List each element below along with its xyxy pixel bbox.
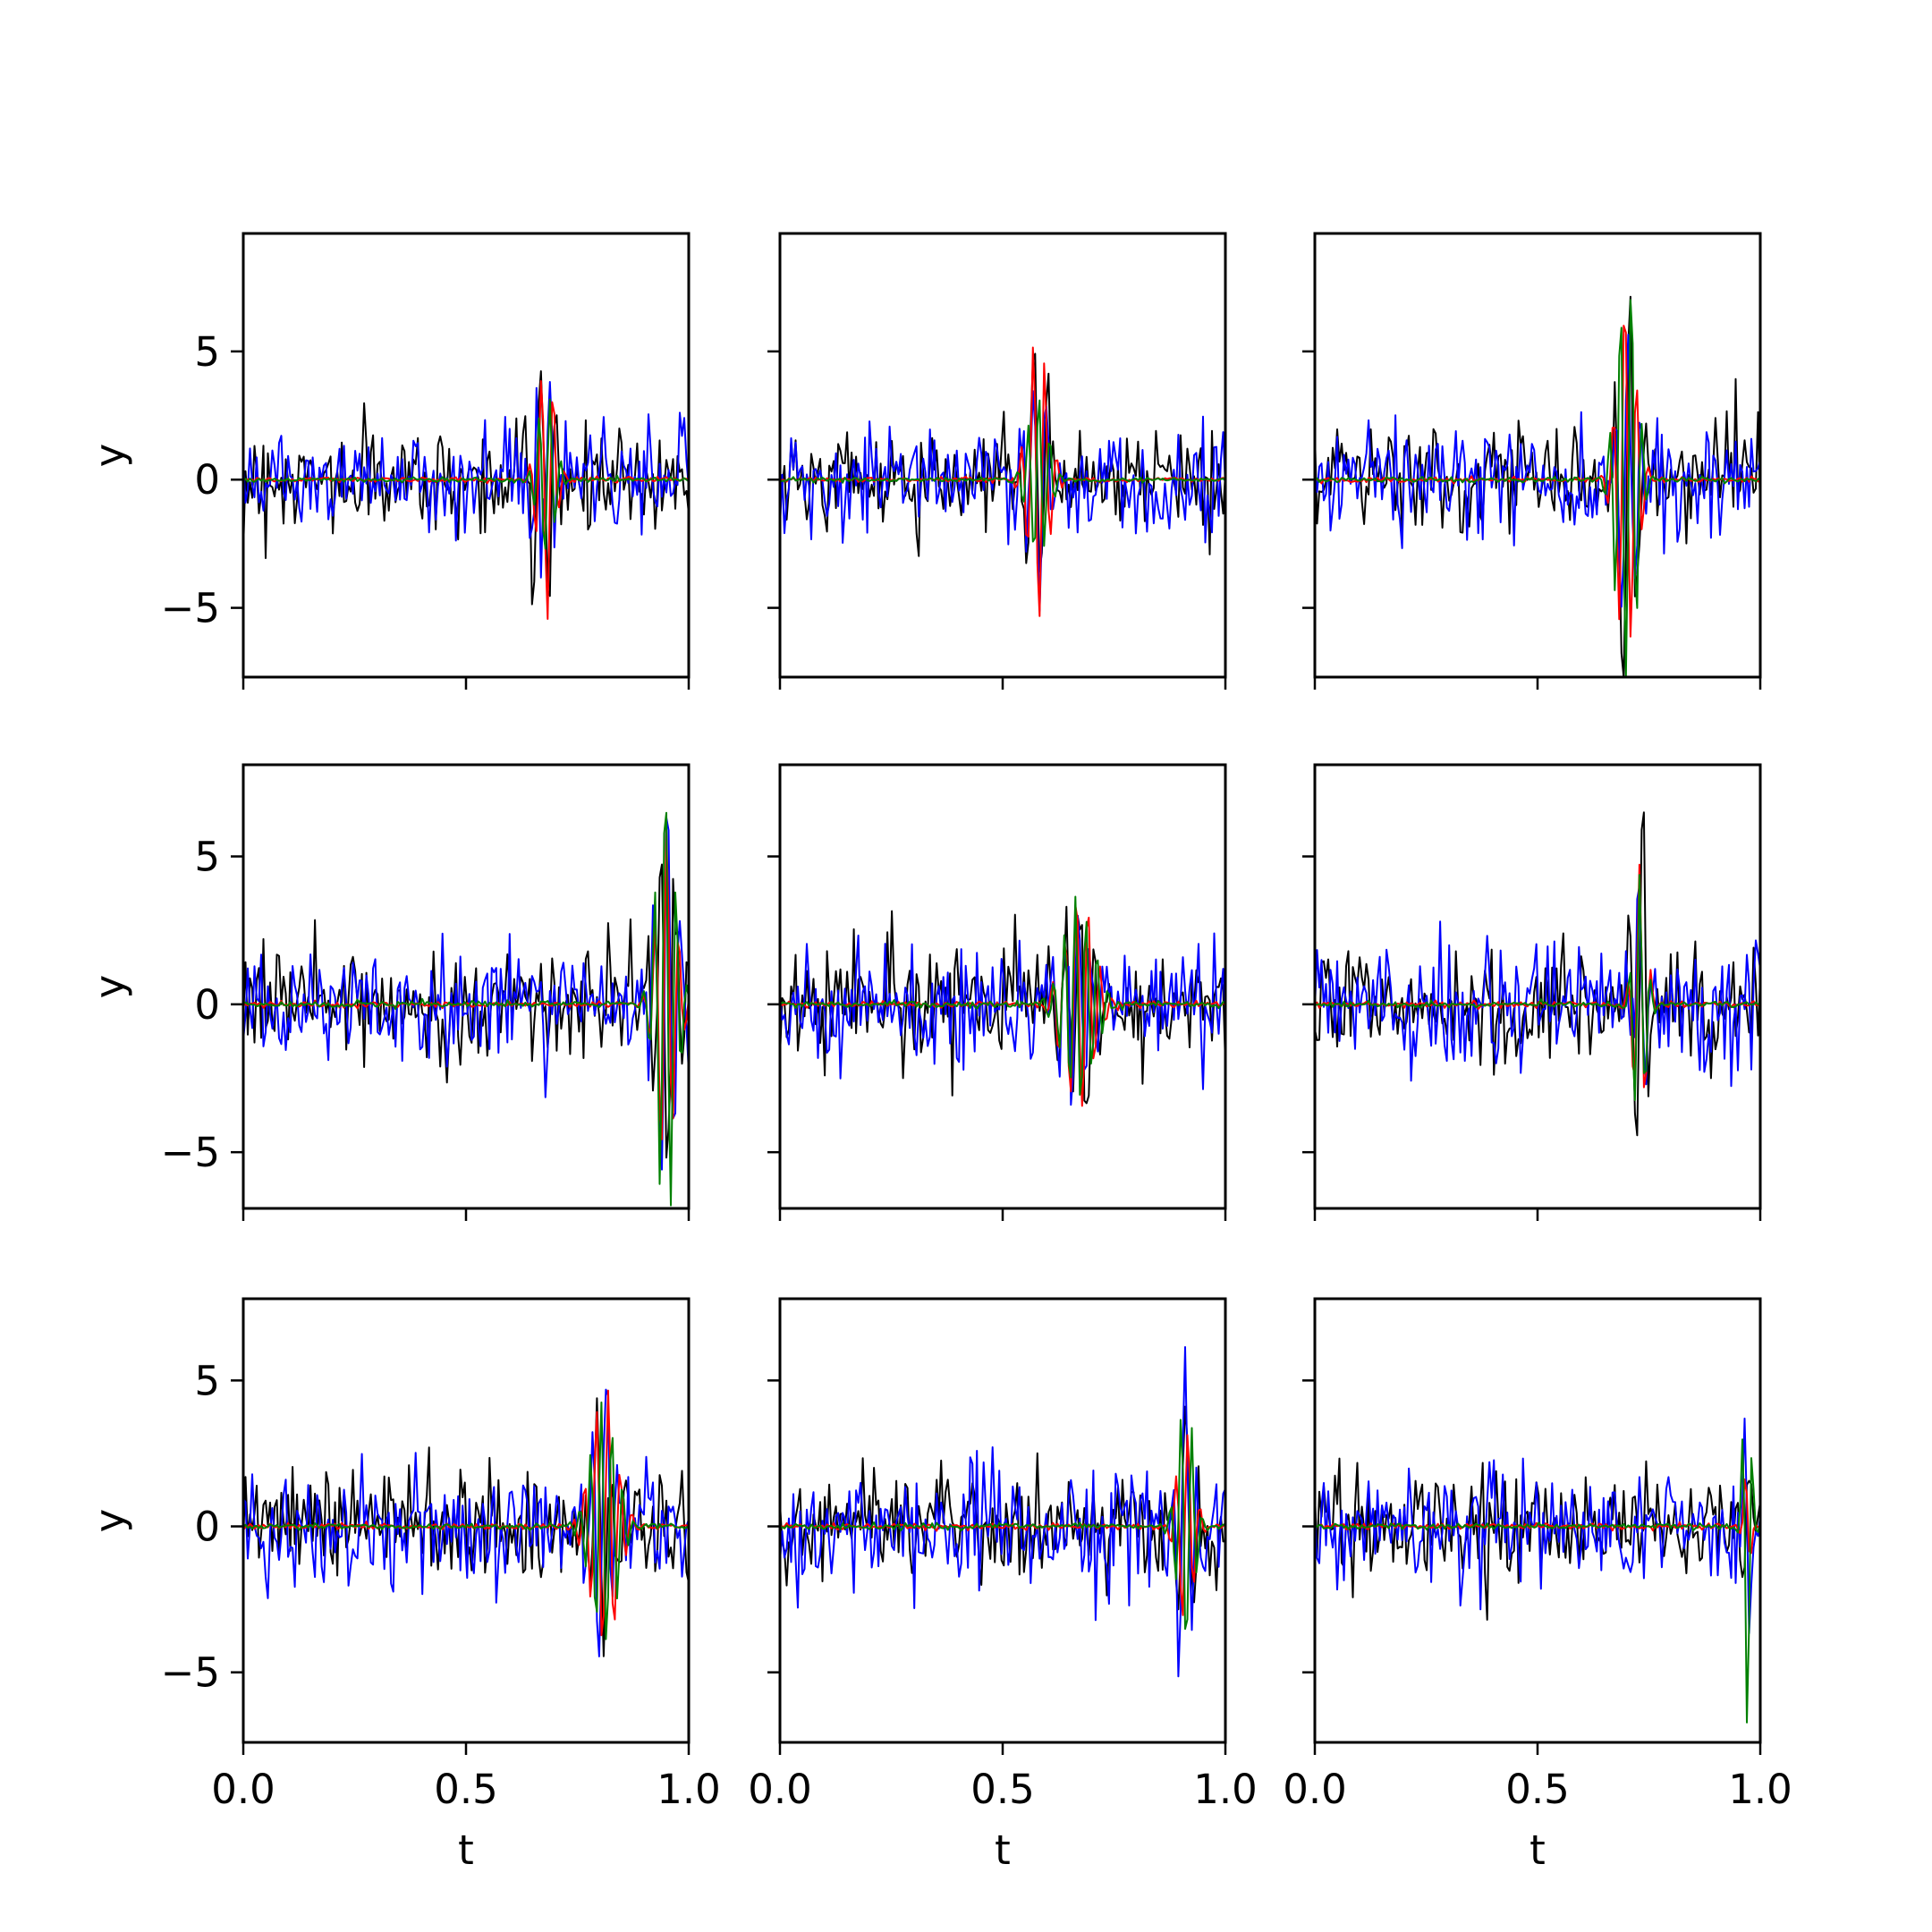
series-green-line	[1315, 874, 1760, 1101]
subplot-3-3: 0.0 0.5 1.0 t	[1283, 1297, 1792, 1874]
subplot-3-2: 0.0 0.5 1.0 t	[748, 1297, 1258, 1874]
series-green-line	[1315, 1438, 1760, 1724]
series-green-line	[780, 1419, 1225, 1631]
x-tick-label: 1.0	[1728, 1766, 1792, 1813]
x-tick-label: 0.0	[1283, 1766, 1347, 1813]
series-black-line	[1315, 295, 1760, 677]
y-tick-label: 5	[194, 1357, 220, 1404]
y-axis-label: y	[86, 975, 133, 999]
series-blue-line	[780, 915, 1225, 1106]
series-black-line	[780, 352, 1225, 572]
x-axis-label: t	[458, 1826, 474, 1874]
x-tick-label: 0.0	[748, 1766, 812, 1813]
subplot-2-1: −5 0 5 y	[86, 763, 691, 1221]
y-tick-label: 0	[194, 1504, 220, 1551]
subplot-2-2	[767, 763, 1227, 1221]
series-blue-line	[780, 390, 1225, 612]
y-tick-label: −5	[161, 1649, 220, 1697]
series-green-line	[1315, 299, 1760, 677]
x-axis-label: t	[1530, 1826, 1546, 1874]
series-blue-line	[243, 817, 689, 1171]
y-tick-label: 5	[194, 328, 220, 376]
series-blue-line	[780, 1346, 1225, 1678]
x-tick-label: 0.5	[434, 1766, 498, 1813]
series-black-line	[243, 370, 689, 606]
x-tick-label: 1.0	[1193, 1766, 1258, 1813]
subplot-3-1: −5 0 5 0.0 0.5 1.0 y t	[86, 1297, 721, 1874]
y-tick-label: 0	[194, 456, 220, 504]
subplot-1-3	[1302, 232, 1762, 690]
x-tick-label: 0.0	[211, 1766, 275, 1813]
series-green-line	[780, 399, 1225, 547]
y-tick-label: 5	[194, 834, 220, 881]
subplot-2-3	[1302, 763, 1762, 1221]
series-green-line	[243, 811, 689, 1207]
series-green-line	[243, 1401, 689, 1640]
y-tick-label: −5	[161, 1129, 220, 1176]
series-black-line	[1315, 1457, 1760, 1621]
series-blue-line	[1315, 334, 1760, 608]
series-blue-line	[243, 381, 689, 579]
series-black-line	[243, 863, 689, 1159]
y-tick-label: −5	[161, 585, 220, 632]
subplot-1-2	[767, 232, 1227, 690]
subplot-1-1: −5 0 5 y	[86, 232, 691, 690]
y-axis-label: y	[86, 444, 133, 468]
x-axis-label: t	[995, 1826, 1011, 1874]
x-tick-label: 0.5	[1505, 1766, 1570, 1813]
x-tick-label: 1.0	[657, 1766, 721, 1813]
axes-frame	[778, 232, 1227, 679]
series-green-line	[780, 895, 1225, 1096]
y-tick-label: 0	[194, 981, 220, 1029]
series-green-line	[243, 398, 689, 550]
x-tick-label: 0.5	[970, 1766, 1035, 1813]
series-blue-line	[1315, 885, 1760, 1088]
y-axis-label: y	[86, 1509, 133, 1533]
